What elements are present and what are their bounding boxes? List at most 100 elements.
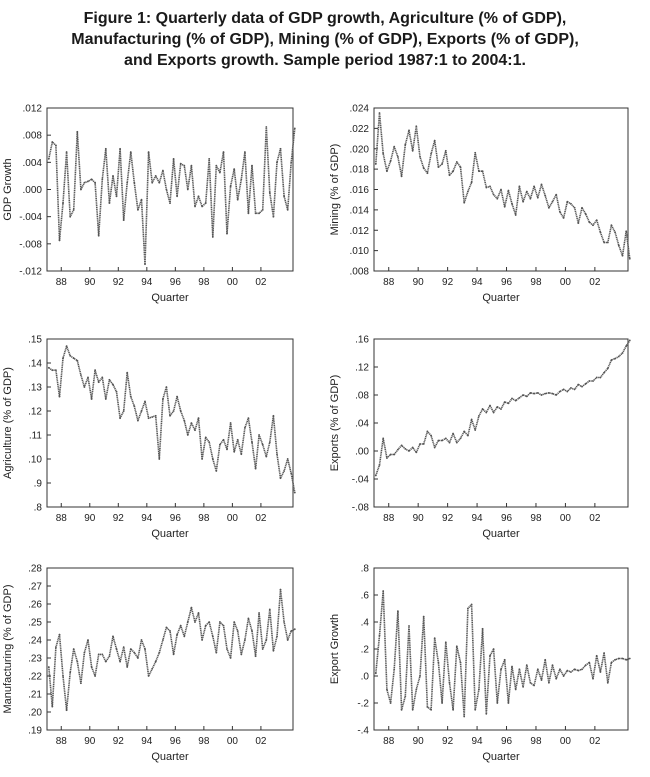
data-point — [628, 657, 631, 660]
figure-title-line: and Exports growth. Sample period 1987:1… — [124, 52, 526, 69]
data-point — [244, 151, 246, 154]
x-tick-label: 00 — [227, 513, 239, 524]
x-tick-label: 00 — [560, 736, 572, 747]
data-point — [90, 178, 93, 181]
data-point — [404, 448, 407, 450]
data-point — [492, 193, 495, 196]
data-point — [422, 615, 425, 618]
data-point — [87, 639, 89, 641]
x-tick-label: 02 — [255, 277, 267, 288]
y-tick-label: -.2 — [357, 699, 369, 710]
data-point — [101, 653, 104, 656]
data-point — [115, 390, 118, 393]
y-axis-title: Export Growth — [329, 614, 341, 684]
data-point — [555, 394, 558, 396]
data-point — [536, 196, 539, 199]
data-point — [94, 675, 96, 677]
data-point — [525, 664, 528, 667]
data-point — [69, 215, 72, 218]
data-point — [283, 621, 285, 623]
data-point — [126, 371, 129, 374]
data-point — [610, 359, 613, 361]
data-point — [573, 668, 576, 671]
x-axis-title: Quarter — [482, 292, 520, 304]
data-point — [584, 213, 587, 215]
data-point — [286, 458, 289, 460]
data-point — [433, 637, 436, 640]
data-point — [219, 621, 221, 623]
data-point — [400, 708, 403, 711]
data-point — [51, 141, 54, 143]
x-tick-label: 02 — [589, 277, 601, 288]
y-tick-label: .00 — [355, 447, 369, 458]
data-point — [222, 438, 225, 441]
data-point — [169, 414, 171, 417]
figure-title: Figure 1: Quarterly data of GDP growth, … — [0, 8, 650, 71]
data-point — [599, 231, 602, 234]
data-point — [229, 657, 232, 659]
data-point — [254, 467, 257, 470]
data-point — [408, 450, 410, 452]
y-tick-label: .024 — [350, 104, 370, 115]
data-point — [90, 666, 93, 668]
x-tick-label: 88 — [56, 736, 68, 747]
y-tick-label: .020 — [350, 144, 370, 155]
data-point — [437, 166, 440, 169]
data-point — [58, 239, 61, 242]
data-point — [76, 660, 79, 663]
data-point — [87, 180, 89, 183]
data-point — [408, 129, 410, 132]
data-point — [573, 388, 576, 391]
data-point — [507, 702, 510, 704]
data-point — [378, 112, 381, 114]
data-point — [94, 181, 96, 184]
data-point — [169, 630, 171, 632]
data-point — [470, 603, 473, 606]
data-point — [129, 648, 132, 650]
data-point — [140, 639, 143, 641]
data-point — [592, 380, 594, 382]
data-point — [518, 185, 521, 188]
series-line — [375, 590, 631, 718]
data-point — [276, 161, 278, 164]
data-point — [158, 651, 161, 654]
data-point — [422, 443, 425, 445]
data-point — [101, 376, 104, 379]
x-tick-label: 92 — [442, 513, 454, 524]
plot-frame — [373, 338, 629, 508]
y-tick-label: .012 — [350, 226, 370, 237]
x-tick-label: 94 — [472, 277, 484, 288]
x-tick-label: 88 — [56, 277, 68, 288]
y-tick-label: .6 — [361, 591, 370, 602]
data-point — [536, 392, 539, 394]
data-point — [58, 395, 61, 398]
data-point — [211, 458, 214, 460]
data-point — [108, 378, 111, 381]
data-point — [186, 188, 189, 191]
data-point — [83, 386, 86, 388]
data-point — [137, 209, 139, 211]
data-point — [72, 648, 75, 650]
x-tick-label: 02 — [255, 736, 267, 747]
data-point — [455, 161, 458, 163]
data-point — [162, 639, 164, 641]
data-point — [500, 668, 502, 671]
y-tick-label: -.004 — [19, 212, 42, 223]
data-point — [503, 205, 506, 208]
x-tick-label: 90 — [413, 513, 425, 524]
data-point — [293, 127, 296, 130]
data-point — [588, 221, 591, 224]
x-tick-label: 94 — [472, 736, 484, 747]
data-point — [62, 202, 64, 205]
data-point — [621, 657, 624, 660]
y-tick-label: -.008 — [19, 239, 42, 250]
x-tick-label: 00 — [560, 513, 572, 524]
data-point — [444, 437, 447, 440]
data-point — [415, 688, 418, 691]
data-point — [254, 212, 257, 215]
data-point — [540, 394, 543, 396]
data-point — [272, 215, 275, 218]
data-point — [382, 437, 385, 440]
data-point — [595, 376, 598, 379]
data-point — [115, 195, 118, 198]
